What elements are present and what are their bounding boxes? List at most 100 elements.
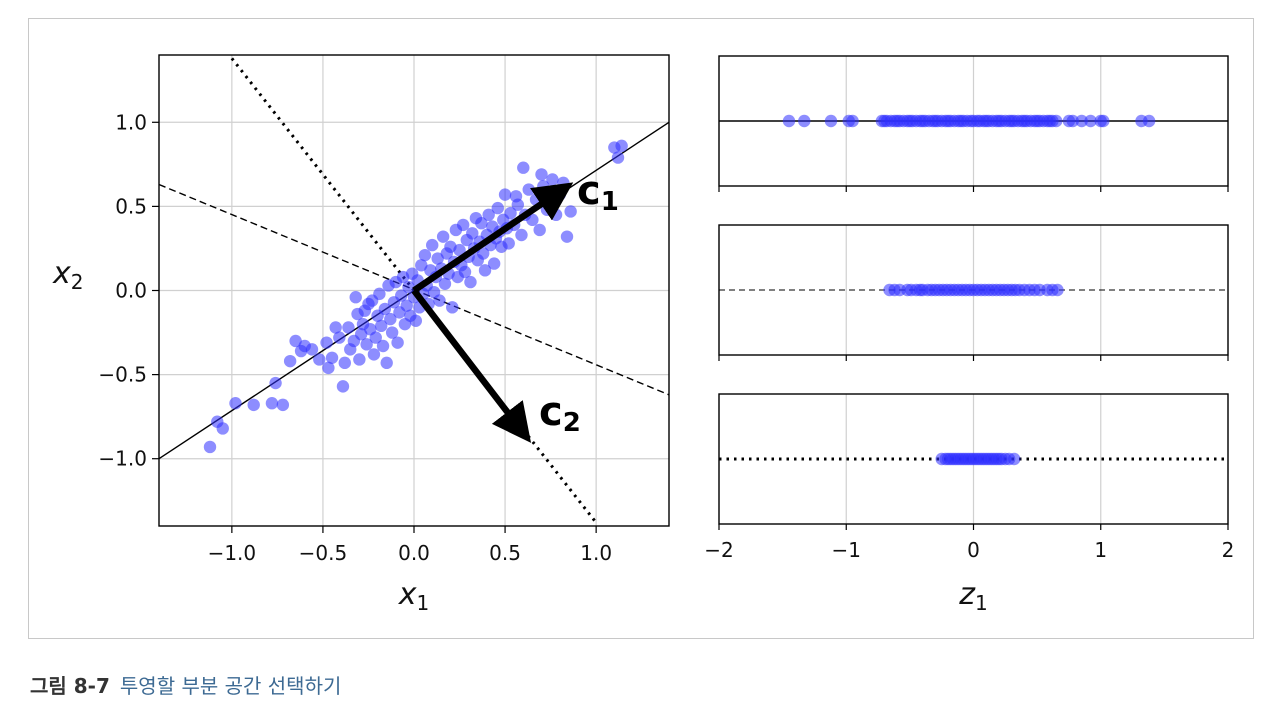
projected-point: [1008, 452, 1021, 466]
data-point: [453, 243, 466, 257]
strip-clipped-layer: [719, 283, 1228, 297]
data-point: [203, 440, 217, 454]
strip-frame: [718, 55, 1229, 187]
data-point: [446, 301, 459, 314]
data-point: [342, 321, 355, 334]
data-point: [378, 302, 392, 316]
data-point: [391, 336, 404, 349]
data-point: [458, 265, 472, 279]
y-tick-label: 0.0: [115, 279, 147, 303]
projected-point: [1066, 114, 1079, 128]
data-point: [517, 161, 530, 174]
projected-point: [1050, 114, 1063, 128]
data-point: [325, 351, 339, 364]
data-point: [515, 228, 528, 242]
y-axis-title: x2: [52, 256, 84, 294]
data-point: [431, 252, 444, 265]
vector-c2-label: c2: [539, 389, 581, 438]
data-point: [426, 238, 439, 252]
data-point: [560, 230, 574, 243]
data-point: [360, 338, 373, 351]
projection-plot-solid: [718, 55, 1229, 192]
projected-point: [782, 114, 796, 128]
x-tick-label: 0.5: [489, 541, 521, 565]
data-point: [498, 188, 512, 201]
data-point: [418, 248, 432, 262]
vector-c2-arrow: [411, 288, 532, 443]
data-point: [276, 398, 290, 412]
y-tick-label: −1.0: [98, 447, 147, 471]
vector-c1-subscript: 1: [601, 187, 619, 217]
z-tick-label: −2: [704, 538, 733, 562]
data-point: [509, 190, 523, 203]
data-point: [338, 356, 351, 370]
projection-plot-dotted: −2 −1 0 1 2z1: [704, 393, 1234, 615]
data-point: [373, 287, 386, 301]
y-tick-label: −0.5: [98, 363, 147, 387]
y-axis-title-main: x: [52, 256, 71, 291]
figure-frame: −1.0 −0.5 0.0 0.5 1.0 −1.0 −0.5 0.0 0.5 1.0 c1 c2 x1…: [28, 18, 1254, 639]
data-point: [466, 227, 479, 240]
z-tick-label: 1: [1094, 538, 1107, 562]
x-tick-label: −1.0: [208, 541, 257, 565]
data-point: [305, 343, 319, 356]
data-point: [564, 205, 577, 218]
strip-clipped-layer: [719, 114, 1228, 128]
data-point: [477, 247, 490, 260]
data-point: [216, 422, 229, 435]
dotted-axis-line: [230, 57, 598, 524]
data-point: [322, 361, 335, 375]
x-tick-label: −0.5: [299, 541, 348, 565]
y-axis-title-subscript: 2: [71, 270, 84, 294]
figure-svg: −1.0 −0.5 0.0 0.5 1.0−1.0−0.50.00.51.0c1c2x1…: [52, 54, 1234, 615]
data-point: [380, 356, 393, 370]
data-point: [409, 314, 423, 327]
x-tick-label: 0.0: [398, 541, 430, 565]
data-point: [283, 354, 297, 368]
data-point: [415, 259, 428, 272]
projected-point: [846, 114, 859, 128]
strip-frame: [718, 224, 1229, 356]
data-point: [478, 264, 492, 277]
data-point: [475, 217, 488, 230]
y-tick-label: 1.0: [115, 110, 147, 134]
x-axis-title: x1: [398, 577, 430, 615]
data-point: [482, 208, 495, 222]
strip-frame: [718, 393, 1229, 525]
z-axis-title-main: z: [958, 577, 976, 612]
data-point: [247, 398, 260, 412]
data-point: [289, 334, 302, 348]
vector-c1-label: c1: [577, 168, 619, 217]
data-point: [535, 168, 548, 181]
data-point: [376, 339, 390, 353]
data-point: [329, 321, 342, 334]
projected-point: [798, 114, 811, 128]
data-point: [336, 380, 350, 393]
data-point: [504, 206, 517, 220]
main-scatter-plot: −1.0 −0.5 0.0 0.5 1.0−1.0−0.50.00.51.0c1c2x1…: [52, 54, 670, 615]
projected-point: [1097, 114, 1110, 128]
data-point: [546, 173, 559, 186]
z-tick-label: −1: [832, 538, 861, 562]
data-point: [384, 312, 397, 326]
data-point: [400, 299, 413, 312]
data-point: [369, 331, 382, 344]
projected-point: [824, 114, 838, 128]
z-tick-label: 0: [967, 538, 980, 562]
vector-c2-letter: c: [539, 389, 563, 435]
data-point: [385, 326, 399, 339]
y-tick-label: 0.5: [115, 194, 147, 218]
vector-c1-letter: c: [577, 168, 601, 214]
main-plot-frame: [158, 54, 670, 527]
z-axis-title: z1: [958, 577, 987, 615]
data-point: [375, 319, 388, 333]
projected-point: [1051, 283, 1064, 297]
data-point: [436, 230, 450, 243]
data-point: [353, 353, 366, 366]
data-point: [502, 237, 515, 250]
vector-c1-arrow: [412, 182, 574, 294]
data-point: [433, 294, 446, 307]
data-point: [487, 257, 501, 270]
data-point: [395, 289, 408, 302]
data-point: [464, 275, 477, 289]
